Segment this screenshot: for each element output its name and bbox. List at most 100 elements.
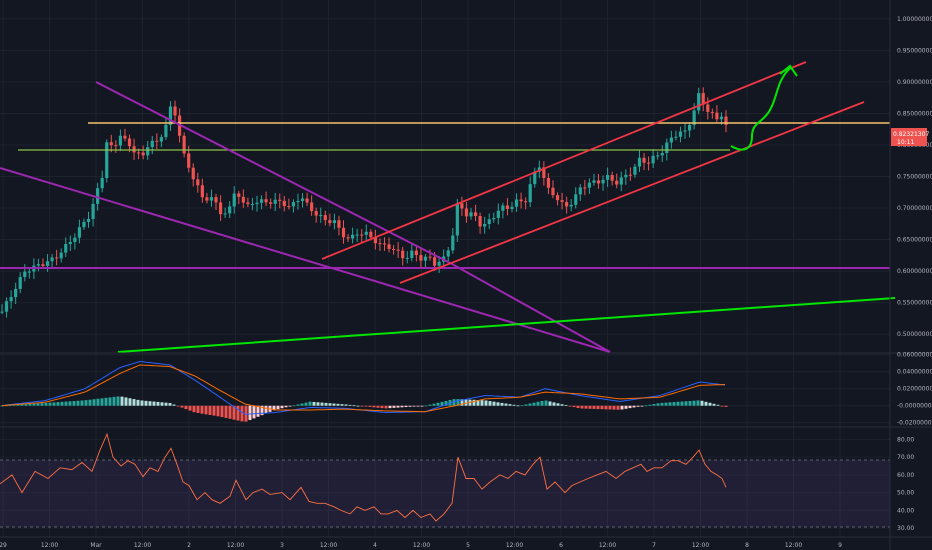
- candle-body: [396, 249, 400, 251]
- macd-histogram-bar: [128, 398, 132, 406]
- macd-histogram-bar: [80, 400, 84, 406]
- macd-histogram-bar: [380, 405, 384, 409]
- candle-body: [341, 227, 346, 238]
- green-trend-line[interactable]: [117, 297, 896, 353]
- macd-histogram-bar: [644, 405, 648, 407]
- candle-body: [678, 131, 683, 137]
- x-tick-label: Mar: [90, 542, 102, 549]
- macd-histogram-bar: [516, 405, 520, 407]
- candle-body: [364, 231, 368, 235]
- candle-body: [387, 244, 391, 249]
- wedge-upper-line[interactable]: [95, 81, 453, 265]
- macd-histogram-bar: [284, 405, 288, 408]
- candle-body: [501, 205, 505, 211]
- candle-body: [214, 197, 218, 203]
- macd-histogram-bar: [712, 403, 716, 406]
- y-tick-label: 0.06000000: [897, 352, 932, 359]
- y-tick-label: 0.04000000: [897, 369, 932, 376]
- x-tick-label: 2: [187, 542, 191, 549]
- macd-histogram-bar: [324, 402, 328, 406]
- candle-body: [86, 218, 91, 222]
- macd-histogram-bar: [640, 405, 644, 407]
- x-tick-label: 6: [559, 542, 563, 549]
- macd-histogram-bar: [660, 402, 664, 406]
- candle-body: [205, 197, 209, 201]
- macd-histogram-bar: [592, 405, 596, 409]
- candle-body: [692, 110, 696, 125]
- macd-histogram-bar: [88, 399, 92, 406]
- candle-body: [628, 174, 632, 176]
- candle-body: [555, 195, 560, 201]
- candle-body: [546, 178, 551, 188]
- candle-body: [606, 175, 610, 180]
- macd-histogram-bar: [616, 405, 620, 410]
- candle-body: [18, 277, 22, 289]
- macd-histogram-bar: [488, 401, 492, 406]
- candle-body: [91, 203, 95, 219]
- wedge-lower-line[interactable]: [0, 167, 611, 353]
- macd-histogram-bar: [576, 405, 580, 408]
- macd-histogram-bar: [272, 405, 276, 411]
- candle-body: [419, 255, 423, 261]
- candle-body: [182, 135, 186, 154]
- macd-histogram-bar: [656, 403, 660, 406]
- y-tick-label: 30.00: [897, 525, 914, 532]
- candle-body: [660, 152, 664, 156]
- candle-body: [633, 166, 637, 175]
- macd-histogram-bar: [600, 405, 604, 410]
- candle-body: [328, 220, 332, 224]
- candle-body: [77, 227, 82, 238]
- wedge-apex-line[interactable]: [451, 263, 611, 353]
- candle-body: [587, 182, 591, 188]
- candle-body: [36, 264, 41, 266]
- time-axis[interactable]: 29 12:00 Mar 12:00 2 12:00 3 12:00 4 12:00 5 12:00 6…: [0, 542, 842, 549]
- macd-histogram-bar: [460, 399, 464, 406]
- projection-arrow[interactable]: [730, 67, 791, 151]
- candle-body: [719, 116, 724, 120]
- macd-histogram-bar: [560, 404, 564, 406]
- macd-histogram-bar: [444, 400, 448, 406]
- y-tick-label: 0.95000000: [897, 47, 932, 54]
- macd-histogram-bar: [564, 405, 568, 406]
- x-tick-label: 3: [280, 542, 284, 549]
- channel-upper-line[interactable]: [321, 61, 807, 260]
- macd-histogram-bar: [108, 397, 112, 406]
- candle-body: [146, 147, 150, 156]
- y-tick-label: 0.50000000: [897, 331, 932, 338]
- candle-body: [127, 138, 132, 147]
- macd-histogram-bar: [176, 405, 180, 407]
- arrow-head: [779, 64, 798, 77]
- candle-body: [601, 179, 605, 184]
- candle-body: [528, 184, 532, 203]
- macd-histogram-bar: [208, 405, 212, 415]
- macd-histogram-bar: [348, 404, 352, 406]
- macd-histogram-bar: [192, 405, 196, 413]
- macd-histogram-bar: [520, 405, 524, 407]
- macd-series-line: [1, 364, 726, 413]
- x-tick-label: 9: [838, 542, 842, 549]
- candle-body: [118, 135, 122, 146]
- candle-body: [264, 199, 268, 203]
- macd-histogram-bar: [312, 401, 316, 406]
- y-tick-label: 0.90000000: [897, 79, 932, 86]
- channel-lower-line[interactable]: [399, 101, 865, 284]
- candle-body: [524, 201, 528, 203]
- candle-body: [187, 153, 191, 168]
- candle-body: [715, 112, 719, 120]
- candle-body: [168, 106, 173, 125]
- candle-body: [237, 193, 241, 197]
- candle-body: [596, 180, 601, 184]
- macd-histogram-bar: [480, 400, 484, 406]
- candle-body: [410, 250, 414, 258]
- macd-histogram-bar: [424, 405, 428, 407]
- macd-histogram-bar: [428, 404, 432, 406]
- candle-body: [45, 261, 50, 266]
- macd-histogram-bar: [484, 400, 488, 406]
- macd-histogram-bar: [708, 402, 712, 406]
- macd-histogram-bar: [188, 405, 192, 411]
- candle-body: [141, 152, 145, 156]
- y-tick-label: 1.00000000: [897, 16, 932, 23]
- candle-body: [537, 167, 541, 172]
- candle-body: [155, 140, 159, 142]
